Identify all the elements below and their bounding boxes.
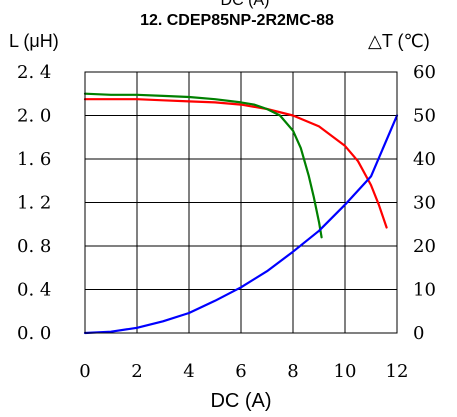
left-y-tick-label: 1. 2: [17, 193, 51, 214]
right-y-tick-label: 50: [413, 106, 436, 127]
right-axis-label: △T (℃): [368, 31, 430, 51]
right-y-tick-label: 20: [413, 236, 436, 257]
x-tick-label: 4: [183, 361, 194, 382]
right-y-tick-label: 60: [413, 62, 436, 83]
left-y-tick-label: 2. 4: [17, 62, 51, 83]
x-tick-label: 2: [131, 361, 142, 382]
right-y-tick-label: 40: [413, 149, 436, 170]
right-y-tick-label: 10: [413, 280, 436, 301]
plot-frame: [84, 71, 398, 334]
series-line-green: [83, 92, 323, 239]
right-y-tick-label: 0: [413, 323, 424, 344]
x-tick-label: 12: [386, 361, 409, 382]
top-clipped-text: DC (A): [221, 0, 270, 9]
series-line-blue: [83, 114, 399, 335]
x-tick-label: 0: [79, 361, 90, 382]
x-tick-label: 8: [287, 361, 298, 382]
left-y-tick-label: 0. 0: [17, 323, 51, 344]
series-group: [83, 92, 399, 335]
left-axis-label: L (μH): [9, 31, 59, 51]
chart-title: 12. CDEP85NP-2R2MC-88: [140, 12, 334, 29]
left-y-tick-label: 0. 4: [17, 280, 51, 301]
left-y-tick-label: 0. 8: [17, 236, 51, 257]
left-y-tick-label: 1. 6: [17, 149, 51, 170]
x-tick-label: 10: [334, 361, 357, 382]
tick-labels: 0 2 4 6 8 10 12 0. 0 0 0. 4 10 0. 8 20 1. 2 30 1. 6 40 2.…: [17, 62, 436, 382]
left-y-tick-label: 2. 0: [17, 106, 51, 127]
x-axis-label: DC (A): [210, 390, 271, 412]
grid: [85, 72, 397, 333]
right-y-tick-label: 30: [413, 193, 436, 214]
x-tick-label: 6: [235, 361, 246, 382]
